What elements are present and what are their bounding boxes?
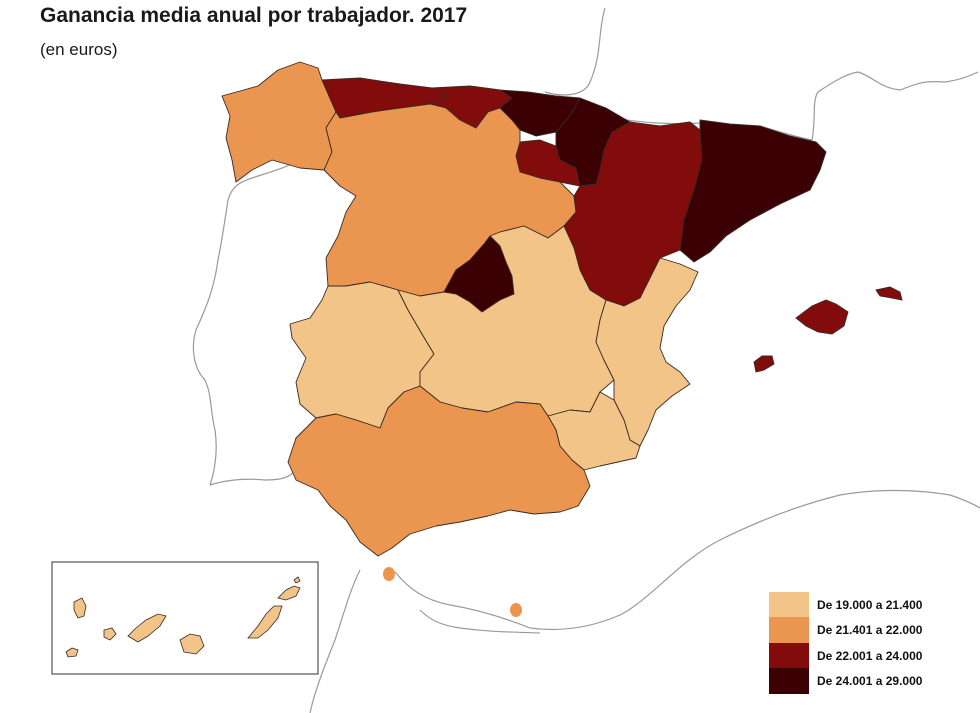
island-menorca [875,286,903,301]
legend-label: De 22.001 a 24.000 [817,648,923,663]
legend-label: De 19.000 a 21.400 [817,597,923,612]
legend-item: De 24.001 a 29.000 [769,668,923,695]
island-fuerteventura [247,605,283,639]
legend-label: De 24.001 a 29.000 [817,674,923,689]
africa-interior [419,609,541,634]
surrounding-land [192,7,980,713]
map-subtitle: (en euros) [40,40,118,59]
island-la-gomera [103,627,117,641]
legend-item: De 22.001 a 24.000 [769,642,923,669]
region-andalucia [287,385,591,557]
legend-item: De 21.401 a 22.000 [769,617,923,644]
legend-swatch [769,668,809,695]
balearic-islands [753,286,903,373]
legend: De 19.000 a 21.400 De 21.401 a 22.000 De… [769,591,923,695]
ceuta-marker [383,567,395,581]
region-valencia [595,257,699,447]
island-lanzarote [277,585,301,601]
melilla-marker [510,603,522,617]
legend-swatch [769,617,809,644]
region-cataluna [679,119,827,263]
legend-swatch [769,642,809,669]
canary-islands-inset [51,561,319,675]
africa-north-coast [394,489,980,631]
region-galicia [221,61,337,183]
africa-coast [309,569,361,713]
map-title: Ganancia media anual por trabajador. 201… [40,4,468,27]
island-la-graciosa [293,576,301,584]
island-mallorca [795,299,849,335]
region-pais-vasco [499,89,581,137]
island-ibiza [753,355,775,373]
portugal-coast [209,469,296,486]
portugal-border [192,117,329,486]
france-med-coast [811,71,979,141]
legend-swatch [769,591,809,618]
regions [221,61,827,557]
island-la-palma [73,597,87,619]
island-el-hierro [65,647,79,658]
legend-item: De 19.000 a 21.400 [769,591,923,618]
island-tenerife [127,613,167,643]
island-gran-canaria [179,633,205,655]
legend-label: De 21.401 a 22.000 [817,623,923,638]
france-coast [544,7,606,96]
